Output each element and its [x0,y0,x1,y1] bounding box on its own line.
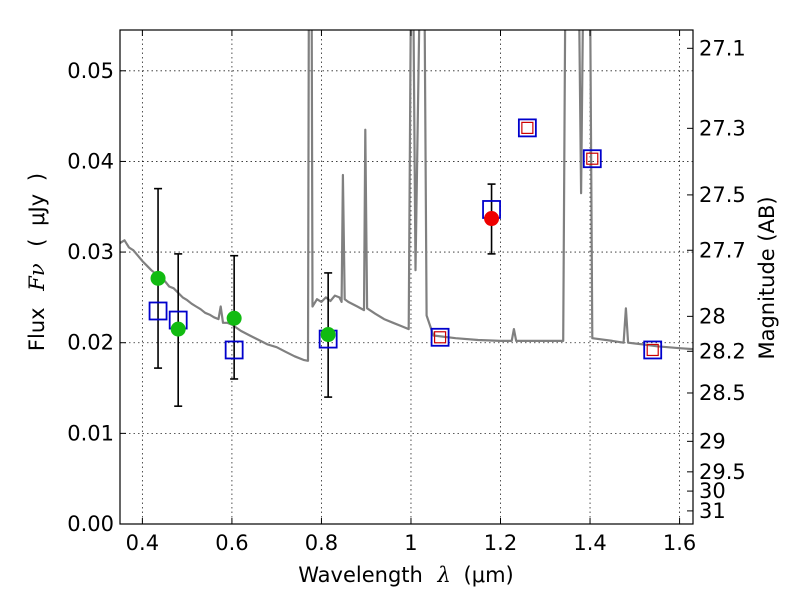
y2-tick-label: 28.5 [699,381,746,405]
upper-limit-marker [646,343,659,357]
y-axis-label-fnu: Fν [25,263,49,292]
optical-detection-marker [170,321,186,337]
y-axis-label-paren-open: ( [25,238,49,246]
optical-detection-marker [150,270,166,286]
x-tick-label: 0.8 [305,531,338,555]
x-tick-label: 0.4 [126,531,159,555]
x-tick-label: 1.2 [484,531,517,555]
plot-frame [119,29,694,525]
model-photometry-marker [224,340,244,360]
axis-ticks: 0.4 0.6 0.8 1 1.2 1.4 1.6 0.00 0.01 0.02 0.03 0.04 0… [67,30,746,555]
y2-tick-label: 29.5 [699,460,746,484]
data-series [120,30,693,407]
y2-tick-label: 27.1 [699,36,746,60]
x-axis-label-unit: (μm) [464,563,514,587]
y-tick-label: 0.00 [67,512,114,536]
y2-tick-label: 28 [699,304,726,328]
upper-limit-marker [433,331,447,344]
y-tick-label: 0.04 [67,149,114,173]
upper-limit-marker [586,152,599,165]
model-photometry-marker [517,118,537,138]
y-axis-label-unit: μJy [25,194,49,226]
y-tick-label: 0.01 [67,421,114,445]
x-tick-label: 1 [404,531,417,555]
y2-tick-label: 31 [699,499,726,523]
model-photometry-marker [643,340,663,360]
y-axis-label-text: Flux [25,307,49,351]
y-tick-label: 0.03 [67,240,114,264]
y2-tick-label: 28.2 [699,339,746,363]
secondary-y-axis-label: Magnitude (AB) [755,196,779,359]
y-tick-label: 0.05 [67,59,114,83]
x-tick-label: 0.6 [215,531,248,555]
y2-tick-label: 27.7 [699,238,746,262]
sed-model-curve [120,30,693,362]
x-axis-label-text: Wavelength [298,563,423,587]
x-axis-label-lambda: λ [437,563,451,587]
x-axis-label: Wavelength λ (μm) [298,563,513,587]
model-photometry-marker [430,327,450,347]
upper-limit-marker [521,121,534,134]
optical-detection-marker [226,310,242,326]
x-tick-label: 1.6 [663,531,696,555]
y2-tick-label: 27.5 [699,183,746,207]
optical-detection-marker [320,327,336,343]
nir-detection-marker [484,211,500,227]
y-axis-label: Flux Fν ( μJy ) [25,173,49,351]
model-photometry-marker [582,149,602,169]
plot-background [120,30,693,524]
model-photometry-marker [148,301,168,321]
y2-tick-label: 29 [699,429,726,453]
x-tick-label: 1.4 [573,531,606,555]
y2-tick-label: 27.3 [699,116,746,140]
y2-tick-label: 30 [699,479,726,503]
y-tick-label: 0.02 [67,331,114,355]
y-axis-label-paren-close: ) [25,173,49,181]
